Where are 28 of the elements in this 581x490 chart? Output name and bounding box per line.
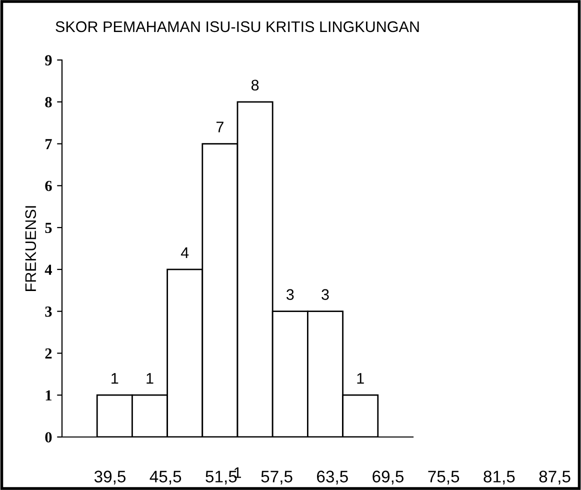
text: 45,5	[150, 470, 182, 484]
y-tick-label: 6	[45, 180, 52, 192]
y-tick-label: 0	[45, 432, 52, 442]
text: 81,5	[484, 470, 515, 484]
data-label: 3	[322, 289, 329, 300]
data-label: 4	[180, 247, 189, 258]
data-label: 1	[357, 373, 364, 384]
text: 57,5	[261, 470, 292, 484]
data-label: 3	[286, 289, 294, 300]
text: 69,5	[372, 470, 404, 484]
y-tick-label: 3	[45, 306, 52, 317]
y-axis-title: FREKUENSI	[25, 206, 36, 291]
text: 87,5	[539, 470, 570, 484]
y-tick-label: 4	[44, 264, 52, 275]
text: 39,5	[94, 470, 126, 484]
y-tick-label: 7	[46, 139, 52, 150]
data-label: 1	[146, 373, 154, 384]
data-label: 7	[216, 122, 224, 132]
text: 75,5	[428, 470, 460, 484]
y-tick-label: 1	[46, 390, 52, 400]
data-label: 1	[112, 373, 118, 384]
y-tick-label: 8	[45, 97, 52, 108]
data-label: 8	[251, 80, 259, 91]
y-tick-label: 2	[45, 348, 52, 359]
y-tick-label: 5	[45, 222, 52, 234]
chart-title: SKOR PEMAHAMAN ISU-ISU KRITIS LINGKUNGAN	[56, 21, 419, 32]
y-tick-label: 9	[45, 55, 52, 66]
text: 63,5	[317, 470, 348, 484]
